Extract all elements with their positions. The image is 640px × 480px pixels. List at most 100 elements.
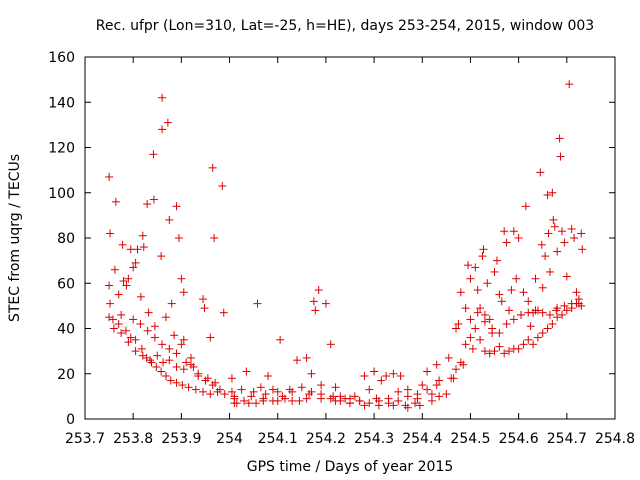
- data-point: [108, 315, 117, 324]
- data-point: [452, 365, 460, 374]
- data-point: [413, 390, 422, 399]
- data-point: [505, 306, 513, 315]
- data-point: [521, 202, 530, 211]
- data-point: [158, 340, 167, 349]
- data-point: [157, 252, 166, 261]
- data-point: [466, 315, 475, 324]
- data-point: [253, 299, 262, 308]
- data-point: [105, 313, 114, 322]
- data-point: [278, 392, 287, 401]
- data-point: [552, 306, 561, 315]
- data-point: [543, 191, 552, 200]
- data-point: [220, 390, 229, 399]
- data-point: [187, 353, 195, 362]
- data-point: [500, 349, 509, 358]
- data-point: [389, 401, 398, 410]
- data-point: [167, 299, 176, 308]
- data-point: [567, 224, 576, 233]
- data-point: [519, 288, 528, 297]
- data-point: [170, 331, 179, 340]
- plot-area-frame: [84, 56, 616, 420]
- data-point: [427, 390, 436, 399]
- data-point: [495, 329, 504, 338]
- y-tick-label: 160: [48, 50, 75, 66]
- data-point: [468, 344, 477, 353]
- data-point: [191, 385, 200, 394]
- data-point: [346, 399, 354, 408]
- data-point: [147, 358, 156, 367]
- data-point: [572, 288, 581, 297]
- data-point: [149, 195, 158, 204]
- data-point: [227, 374, 236, 383]
- data-point: [509, 227, 518, 236]
- data-point: [479, 245, 488, 254]
- data-point: [549, 215, 558, 224]
- data-point: [178, 381, 187, 390]
- data-point: [548, 319, 557, 328]
- x-tick-label: 254.4: [402, 431, 442, 447]
- data-point: [184, 383, 193, 392]
- data-point: [531, 306, 540, 315]
- data-point: [321, 299, 330, 308]
- data-point: [480, 347, 489, 356]
- data-point: [411, 399, 420, 408]
- data-point: [524, 335, 533, 344]
- y-tick-label: 40: [57, 322, 75, 338]
- data-point: [131, 335, 140, 344]
- data-point: [517, 310, 526, 319]
- data-point: [129, 263, 138, 272]
- data-point: [129, 315, 138, 324]
- data-point: [163, 118, 172, 127]
- data-point: [106, 299, 115, 308]
- data-point: [177, 340, 186, 349]
- data-point: [131, 258, 140, 267]
- data-point: [200, 304, 209, 313]
- data-point: [442, 390, 451, 399]
- data-point: [143, 200, 152, 209]
- data-point: [466, 274, 475, 283]
- data-point: [558, 227, 566, 236]
- data-point: [480, 310, 489, 319]
- data-point: [242, 367, 251, 376]
- data-point: [307, 387, 316, 396]
- data-point: [109, 324, 118, 333]
- data-point: [560, 238, 569, 247]
- data-point: [461, 304, 470, 313]
- data-point: [247, 392, 256, 401]
- data-point: [553, 247, 562, 256]
- x-tick-label: 254.2: [306, 431, 346, 447]
- data-point: [495, 290, 504, 299]
- data-point: [215, 385, 224, 394]
- data-point: [466, 333, 475, 342]
- data-point: [403, 385, 412, 394]
- data-point: [473, 308, 482, 317]
- y-tick-label: 20: [57, 367, 75, 383]
- data-point: [136, 319, 145, 328]
- data-point: [138, 231, 147, 240]
- data-point: [555, 134, 564, 143]
- data-point: [208, 163, 217, 172]
- data-point: [384, 394, 393, 403]
- y-tick-label: 60: [57, 276, 75, 292]
- data-point: [131, 347, 140, 356]
- data-point: [161, 372, 170, 381]
- data-point: [415, 401, 424, 410]
- data-point: [550, 222, 559, 231]
- x-tick-label: 254.3: [354, 431, 394, 447]
- data-point: [529, 340, 538, 349]
- data-point: [562, 272, 571, 281]
- data-point: [570, 234, 579, 242]
- y-axis: 0 20 40 60 80 100 120 140 160: [48, 50, 615, 428]
- x-tick-label: 253.8: [113, 431, 153, 447]
- data-point: [194, 369, 203, 378]
- data-points: [105, 80, 587, 412]
- data-point: [492, 256, 501, 265]
- data-point: [507, 286, 516, 295]
- data-point: [456, 288, 465, 297]
- data-point: [473, 286, 482, 295]
- data-point: [273, 387, 282, 396]
- data-point: [478, 252, 487, 261]
- data-point: [485, 349, 494, 358]
- x-axis-label: GPS time / Days of year 2015: [247, 459, 454, 475]
